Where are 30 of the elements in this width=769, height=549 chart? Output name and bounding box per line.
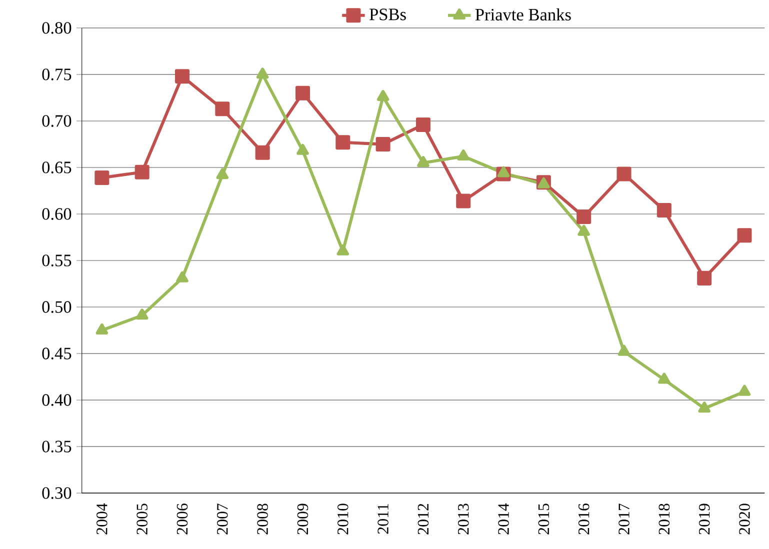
legend-label: PSBs — [370, 8, 406, 20]
x-tick-label: 2016 — [578, 504, 590, 534]
x-tick-label: 2007 — [217, 504, 228, 534]
y-tick-label: 0.50 — [42, 301, 72, 313]
x-tick-label: 2019 — [698, 504, 710, 534]
y-tick-label: 0.80 — [42, 22, 72, 34]
x-tick-label: 2011 — [378, 504, 388, 534]
legend-label: Priavte Banks — [475, 8, 571, 21]
y-tick-label: 0.55 — [42, 254, 72, 266]
y-tick-label: 0.75 — [42, 68, 72, 80]
y-tick-label: 0.40 — [42, 394, 72, 406]
y-tick-label: 0.45 — [42, 348, 72, 360]
y-tick-label: 0.65 — [42, 162, 72, 174]
x-tick-label: 2017 — [618, 504, 630, 534]
x-tick-label: 2009 — [297, 504, 308, 534]
x-tick-label: 2018 — [658, 504, 670, 534]
x-tick-label: 2014 — [498, 503, 509, 534]
x-tick-label: 2013 — [458, 504, 469, 534]
x-tick-label: 2010 — [338, 504, 348, 534]
x-tick-label: 2004 — [96, 503, 108, 534]
x-tick-label: 2012 — [418, 504, 429, 534]
y-tick-label: 0.30 — [42, 487, 72, 499]
x-tick-label: 2005 — [136, 504, 148, 534]
x-tick-label: 2008 — [257, 504, 268, 534]
x-tick-label: 2015 — [538, 504, 550, 534]
y-tick-label: 0.60 — [42, 208, 72, 220]
y-tick-label: 0.35 — [42, 440, 72, 452]
y-tick-label: 0.70 — [42, 115, 72, 127]
x-tick-label: 2006 — [176, 504, 188, 534]
x-tick-label: 2020 — [739, 504, 750, 534]
